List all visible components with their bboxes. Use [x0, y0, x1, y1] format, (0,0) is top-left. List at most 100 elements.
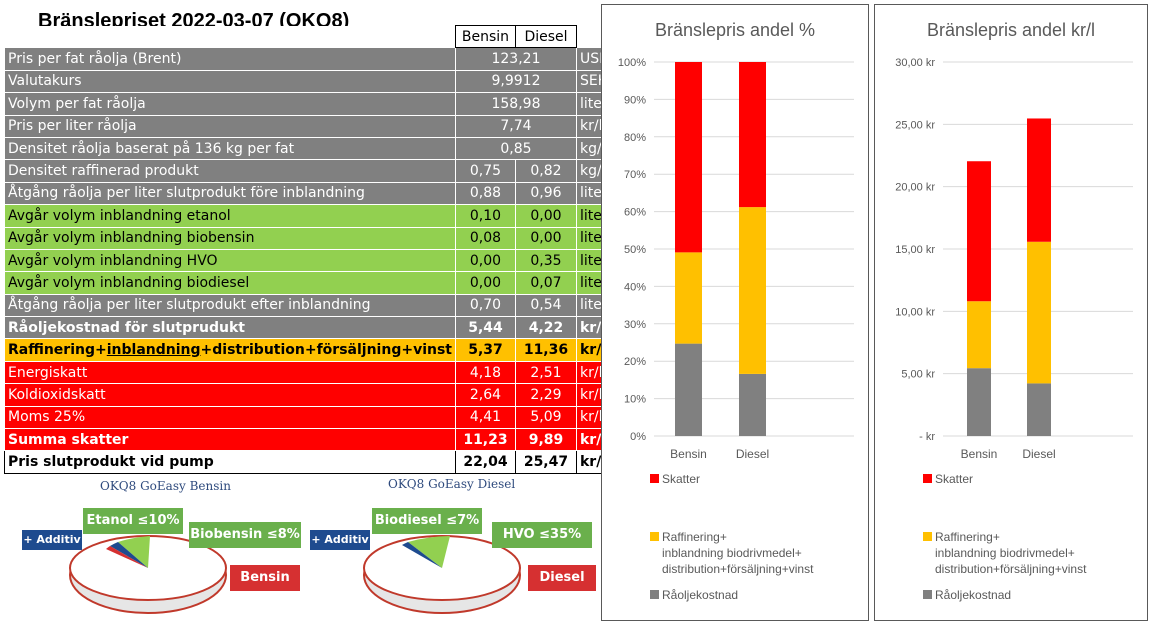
- row-label: Summa skatter: [4, 428, 456, 452]
- table-row: Raffinering+inblandning+distribution+för…: [4, 338, 650, 362]
- additiv-tag-diesel: + Additiv: [310, 530, 370, 550]
- chart-share-kr: Bränslepris andel kr/l - kr 5,00 kr 10,00 …: [874, 4, 1148, 621]
- row-label: Avgår volym inblandning HVO: [4, 248, 456, 273]
- value-diesel: 5,09: [514, 405, 577, 430]
- value-bensin: 0,75: [454, 159, 516, 183]
- legend-swatch: [923, 474, 932, 483]
- row-label: Raffinering+inblandning+distribution+för…: [4, 338, 456, 362]
- pie-diesel-title: OKQ8 GoEasy Diesel: [388, 477, 516, 491]
- value-diesel: 2,29: [514, 383, 577, 407]
- y-tick-label: 100%: [618, 57, 646, 69]
- row-value: 158,98: [454, 92, 577, 116]
- row-label-part: inblandning: [106, 342, 201, 359]
- row-value: 9,9912: [454, 69, 577, 94]
- bar-segment-diesel-2: [739, 62, 766, 208]
- legend-label: Råoljekostnad: [662, 588, 738, 602]
- chart-svg: - kr 5,00 kr 10,00 kr 15,00 kr 20,00 kr 25,00…: [895, 57, 1133, 602]
- value-diesel: 2,51: [514, 360, 577, 385]
- y-tick-label: 10%: [624, 394, 646, 406]
- value-bensin: 0,00: [454, 248, 516, 273]
- row-label: Åtgång råolja per liter slutprodukt före…: [4, 181, 456, 206]
- row-label: Råoljekostnad för slutprudukt: [4, 316, 456, 340]
- value-bensin: 0,08: [454, 226, 516, 250]
- row-label: Avgår volym inblandning etanol: [4, 204, 456, 228]
- y-tick-label: 80%: [624, 132, 646, 144]
- row-label-part: +distribution+försäljning+vinst: [200, 342, 452, 359]
- value-bensin: 0,70: [454, 293, 516, 318]
- value-diesel: 11,36: [514, 338, 577, 362]
- biobensin-tag: Biobensin ≤8%: [189, 522, 301, 548]
- pie-diesel-graphic: [363, 535, 521, 614]
- value-bensin: 22,04: [454, 450, 516, 474]
- value-bensin: 0,00: [454, 271, 516, 295]
- bar-segment-bensin-1: [675, 252, 702, 344]
- legend-label: Raffinering+: [662, 530, 727, 544]
- row-label: Avgår volym inblandning biodiesel: [4, 271, 456, 295]
- table-row: Avgår volym inblandning etanol 0,10 0,00 li…: [4, 204, 650, 228]
- table-row: Volym per fat råolja 158,98 liter: [4, 92, 650, 116]
- hvo-tag: HVO ≤35%: [492, 522, 592, 548]
- column-header-diesel: Diesel: [514, 24, 577, 49]
- y-tick-label: 25,00 kr: [895, 119, 935, 131]
- legend-label: Raffinering+: [935, 530, 1000, 544]
- chart-title: Bränslepris andel kr/l: [926, 20, 1096, 40]
- y-tick-label: 15,00 kr: [895, 244, 935, 256]
- bar-segment-bensin-2: [967, 161, 991, 302]
- y-tick-label: 5,00 kr: [901, 369, 935, 381]
- legend-swatch: [650, 532, 659, 541]
- table-row: Pris per fat råolja (Brent) 123,21 USD: [4, 47, 650, 71]
- x-tick-label: Bensin: [670, 447, 707, 461]
- y-tick-label: 70%: [624, 169, 646, 181]
- column-header-bensin: Bensin: [454, 24, 516, 49]
- value-bensin: 0,88: [454, 181, 516, 206]
- y-tick-label: 60%: [624, 207, 646, 219]
- legend-label: Skatter: [662, 472, 700, 486]
- table-row: Densitet råolja baserat på 136 kg per fa…: [4, 136, 650, 161]
- y-tick-label: 30,00 kr: [895, 57, 935, 69]
- value-diesel: 0,00: [514, 204, 577, 228]
- bar-segment-diesel-2: [1027, 118, 1051, 242]
- value-diesel: 0,82: [514, 159, 577, 183]
- table-row: Åtgång råolja per liter slutprodukt efte…: [4, 293, 650, 318]
- table-row: Råoljekostnad för slutprudukt5,444,22kr/…: [4, 316, 650, 340]
- value-bensin: 5,37: [454, 338, 516, 362]
- table-row: Avgår volym inblandning HVO 0,00 0,35 liter: [4, 248, 650, 273]
- y-tick-label: 30%: [624, 319, 646, 331]
- table-row: Avgår volym inblandning biodiesel 0,00 0,0…: [4, 271, 650, 295]
- table-row: Åtgång råolja per liter slutprodukt före…: [4, 181, 650, 206]
- y-tick-label: 50%: [624, 244, 646, 256]
- legend-swatch: [650, 590, 659, 599]
- row-label: Volym per fat råolja: [4, 92, 456, 116]
- y-tick-label: - kr: [919, 431, 935, 443]
- bar-segment-bensin-0: [675, 343, 702, 436]
- value-bensin: 4,41: [454, 405, 516, 430]
- legend-label: distribution+försäljning+vinst: [662, 562, 814, 576]
- value-diesel: 0,54: [514, 293, 577, 318]
- value-diesel: 0,35: [514, 248, 577, 273]
- bar-segment-bensin-2: [675, 62, 702, 253]
- y-tick-label: 40%: [624, 281, 646, 293]
- y-tick-label: 90%: [624, 94, 646, 106]
- row-label: Koldioxidskatt: [4, 383, 456, 407]
- table-row: Pris slutprodukt vid pump22,0425,47kr/li…: [4, 450, 650, 474]
- row-label: Pris per fat råolja (Brent): [4, 47, 456, 71]
- row-label: Densitet raffinerad produkt: [4, 159, 456, 183]
- table-row: Avgår volym inblandning biobensin 0,08 0,0…: [4, 226, 650, 250]
- row-label: Energiskatt: [4, 360, 456, 385]
- diesel-tag: Diesel: [528, 565, 596, 591]
- value-bensin: 11,23: [454, 428, 516, 452]
- bar-segment-diesel-0: [1027, 383, 1051, 436]
- bar-segment-bensin-1: [967, 301, 991, 369]
- row-value: 0,85: [454, 136, 577, 161]
- y-tick-label: 20,00 kr: [895, 182, 935, 194]
- legend-label: Skatter: [935, 472, 973, 486]
- fuel-price-table: Bensin Diesel Pris per fat råolja (Brent…: [4, 24, 650, 474]
- row-value: 123,21: [454, 47, 577, 71]
- row-label-part: Raffinering+: [8, 342, 107, 359]
- value-bensin: 0,10: [454, 204, 516, 228]
- value-diesel: 4,22: [514, 316, 577, 340]
- row-label: Åtgång råolja per liter slutprodukt efte…: [4, 293, 456, 318]
